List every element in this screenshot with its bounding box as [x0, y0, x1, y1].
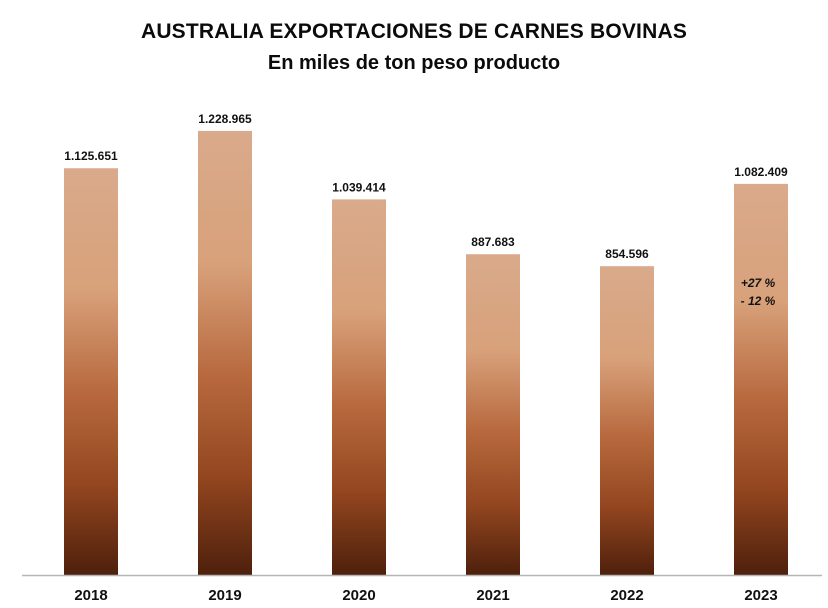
bar-2018	[64, 168, 118, 576]
bar-2019	[198, 130, 252, 576]
annotations-group: +27 % - 12 %	[741, 276, 776, 308]
x-tick-label-2022: 2022	[610, 587, 643, 604]
chart-subtitle: En miles de ton peso producto	[267, 52, 561, 74]
x-tick-labels-group: 2018 2019 2020 2021 2022 2023	[74, 587, 777, 604]
value-label-2020: 1.039.414	[332, 180, 386, 194]
x-tick-label-2020: 2020	[342, 587, 375, 604]
bars-group	[64, 130, 788, 576]
value-label-2023: 1.082.409	[734, 165, 788, 179]
annotation-2023-line-1: - 12 %	[741, 294, 776, 308]
x-tick-label-2023: 2023	[744, 587, 777, 604]
value-label-2022: 854.596	[605, 247, 649, 261]
value-label-2019: 1.228.965	[198, 112, 252, 126]
bar-2022	[600, 266, 654, 575]
value-label-2018: 1.125.651	[64, 149, 118, 163]
value-labels-group: 1.125.651 1.228.965 1.039.414 887.683 854.59…	[64, 112, 788, 261]
x-tick-label-2021: 2021	[476, 587, 509, 604]
value-label-2021: 887.683	[471, 235, 515, 249]
bar-2023	[734, 183, 788, 575]
x-tick-label-2018: 2018	[74, 587, 107, 604]
annotation-2023-line-0: +27 %	[741, 276, 776, 290]
bar-2021	[466, 254, 520, 576]
x-tick-label-2019: 2019	[208, 587, 241, 604]
bar-2020	[332, 199, 386, 576]
chart-title: AUSTRALIA EXPORTACIONES DE CARNES BOVINA…	[140, 20, 688, 43]
